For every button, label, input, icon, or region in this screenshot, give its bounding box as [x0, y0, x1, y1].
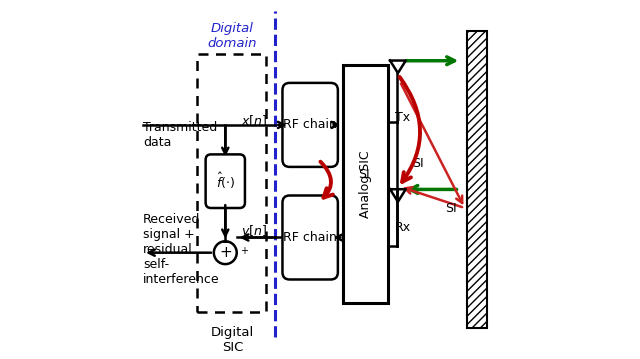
Text: Received
signal +
residual
self-
interference: Received signal + residual self- interfe…	[143, 213, 220, 286]
Text: Tx: Tx	[395, 111, 410, 125]
Text: $\hat{f}(\cdot)$: $\hat{f}(\cdot)$	[216, 171, 235, 191]
FancyBboxPatch shape	[343, 65, 388, 303]
Text: SI: SI	[445, 201, 456, 215]
FancyArrowPatch shape	[399, 77, 420, 182]
Text: SI: SI	[358, 168, 370, 181]
Bar	[467, 31, 487, 328]
Text: Digital
domain: Digital domain	[207, 23, 257, 50]
FancyArrowPatch shape	[321, 162, 333, 198]
Text: $-$: $-$	[221, 236, 232, 246]
Text: Rx: Rx	[395, 221, 411, 234]
FancyBboxPatch shape	[282, 196, 338, 280]
Text: Transmitted
data: Transmitted data	[143, 121, 218, 149]
Text: $+$: $+$	[239, 246, 248, 256]
Text: $+$: $+$	[219, 245, 232, 260]
Text: SI: SI	[413, 157, 424, 170]
Text: Analog SIC: Analog SIC	[359, 150, 372, 218]
Text: Digital
SIC: Digital SIC	[211, 326, 254, 354]
Text: RF chain: RF chain	[284, 118, 337, 131]
Text: $x[n]$: $x[n]$	[241, 113, 267, 127]
Text: RF chain: RF chain	[284, 231, 337, 244]
Text: $y[n]$: $y[n]$	[241, 223, 267, 240]
FancyBboxPatch shape	[205, 154, 245, 208]
FancyBboxPatch shape	[282, 83, 338, 167]
